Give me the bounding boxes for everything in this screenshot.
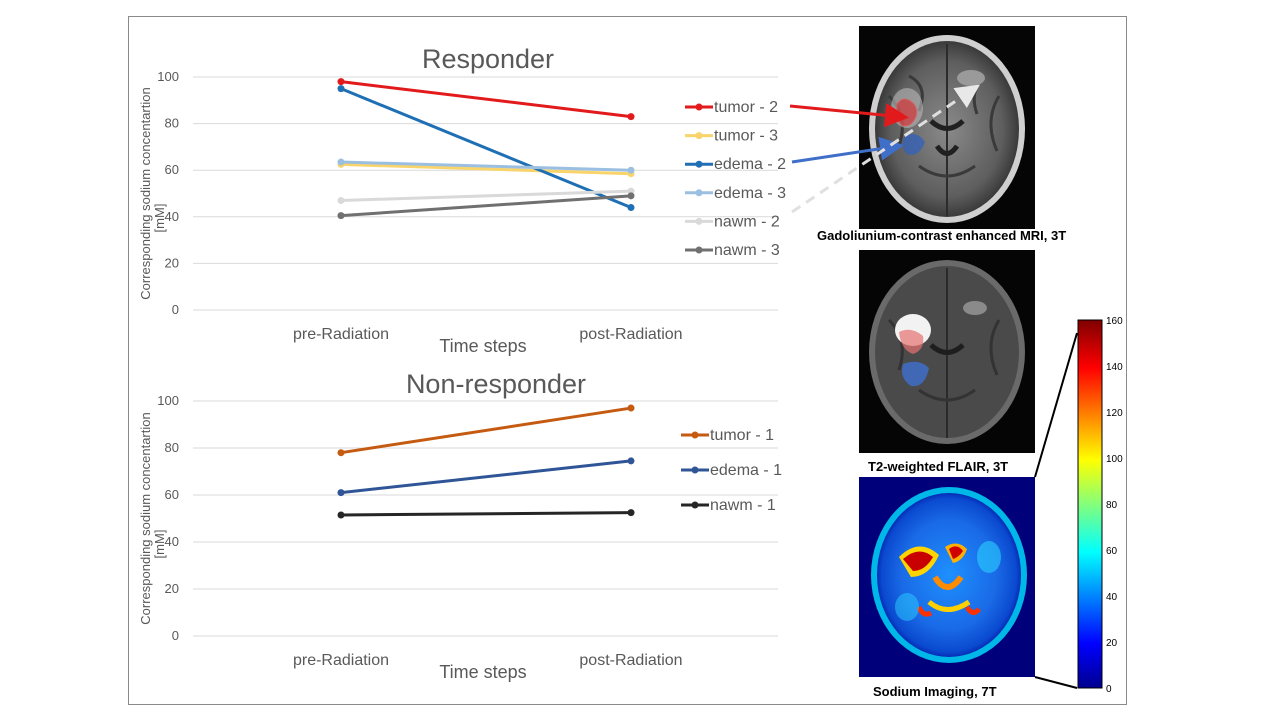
colorbar-gradient [1077,319,1103,689]
y-axis-label-line2: [mM] [152,530,167,559]
colorbar-tick-label: 100 [1106,454,1123,465]
series-tumor-2-line [340,80,632,119]
legend-marker [691,466,699,474]
series-edema-2-point [627,203,635,211]
series-edema-3-line [340,160,632,172]
chart-title: Non-responder [406,369,586,399]
figure-frame [128,16,1127,705]
non-responder-chart: 0 20 40 60 80 100 Non-responder pre-Radiation po… [138,369,782,682]
x-tick-label: post-Radiation [579,326,682,343]
legend-marker [695,217,703,225]
legend-label: nawm - 1 [710,497,776,514]
chart-title: Responder [422,44,554,74]
colorbar-tick-label: 40 [1106,592,1118,603]
series-edema-1-point [627,457,635,465]
y-tick-label: 100 [157,393,179,408]
x-axis-label: Time steps [439,336,526,356]
y-tick-label: 80 [165,116,179,131]
y-tick-label: 60 [165,162,179,177]
series-nawm-1-point [337,511,345,519]
series-nawm-2-point [337,196,345,204]
y-tick-label: 20 [165,581,179,596]
legend-label: tumor - 2 [714,99,778,116]
x-tick-label: pre-Radiation [293,652,389,669]
legend-label: tumor - 3 [714,128,778,145]
y-tick-label: 40 [165,209,179,224]
legend-label: edema - 3 [714,185,786,202]
y-tick-label: 80 [165,440,179,455]
y-axis-label: Corresponding sodium concentartion [mM] [138,87,167,299]
legend-label: nawm - 3 [714,242,780,259]
colorbar-tick-label: 20 [1106,638,1118,649]
x-tick-label: pre-Radiation [293,326,389,343]
series-tumor-3-line [340,162,632,176]
x-tick-label: post-Radiation [579,652,682,669]
legend-label: edema - 2 [714,156,786,173]
series-tumor-1-line [340,406,632,455]
y-axis-label-line1: Corresponding sodium concentartion [138,412,153,624]
series-nawm-3-point [337,212,345,220]
legend-label: edema - 1 [710,462,782,479]
y-axis-label: Corresponding sodium concentartion [mM] [138,412,167,624]
legend-marker [691,431,699,439]
colorbar-tick-label: 160 [1106,316,1123,327]
legend-marker [695,132,703,140]
series-edema-2-line [340,87,632,209]
legend-marker [695,246,703,254]
colorbar-tick-label: 80 [1106,500,1118,511]
x-axis-label: Time steps [439,662,526,682]
series-tumor-1-point [627,404,635,412]
series-nawm-3-line [340,194,632,218]
legend-marker [695,189,703,197]
y-axis-label-line2: [mM] [152,204,167,233]
colorbar-tick-label: 60 [1106,546,1118,557]
series-nawm-1-line [340,511,632,517]
colorbar-tick-label: 0 [1106,684,1112,695]
responder-chart: 0 20 40 60 80 100 Responder pre-Radiation post-R… [138,44,786,356]
y-tick-label: 40 [165,534,179,549]
series-edema-3-point [337,158,345,166]
y-tick-label: 20 [165,255,179,270]
y-axis-label-line1: Corresponding sodium concentartion [138,87,153,299]
series-edema-1-line [340,459,632,495]
colorbar-tick-label: 140 [1106,362,1123,373]
series-edema-2-point [337,85,345,93]
sodium-colorbar: 0 20 40 60 80 100 120 140 160 [1077,316,1123,695]
series-nawm-3-point [627,192,635,200]
y-tick-label: 0 [172,302,179,317]
series-nawm-2-line [340,189,632,202]
flair-caption: T2-weighted FLAIR, 3T [868,459,1009,474]
sodium-mri-image [859,477,1035,677]
legend-marker [691,501,699,509]
series-tumor-1-point [337,449,345,457]
legend-label: tumor - 1 [710,427,774,444]
series-edema-1-point [337,489,345,497]
series-tumor-2-point [627,113,635,121]
y-tick-label: 0 [172,628,179,643]
sodium-caption: Sodium Imaging, 7T [873,684,997,699]
series-tumor-2-point [337,78,345,86]
gadolinium-caption: Gadoliunium-contrast enhanced MRI, 3T [817,228,1067,243]
legend-label: nawm - 2 [714,213,780,230]
colorbar-tick-label: 120 [1106,408,1123,419]
legend-marker [695,160,703,168]
series-nawm-1-point [627,509,635,517]
gadolinium-mri-image [859,26,1035,229]
y-tick-label: 100 [157,69,179,84]
y-tick-label: 60 [165,487,179,502]
flair-mri-image [859,250,1035,453]
series-edema-3-point [627,166,635,174]
legend-marker [695,103,703,111]
